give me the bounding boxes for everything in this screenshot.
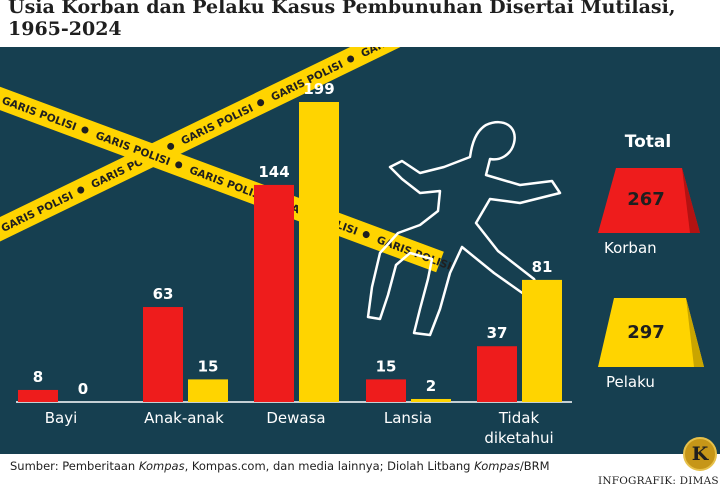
value-label-pelaku-1: 15 bbox=[198, 357, 219, 375]
kompas-logo: K bbox=[683, 437, 717, 471]
body-outline bbox=[366, 120, 562, 337]
value-label-pelaku-3: 2 bbox=[426, 377, 436, 395]
value-label-korban-3: 15 bbox=[376, 357, 397, 375]
bar-korban-1 bbox=[143, 307, 183, 402]
bar-pelaku-1 bbox=[188, 379, 228, 402]
source-kompas-2: Kompas bbox=[474, 459, 520, 473]
total-pelaku-value: 297 bbox=[627, 322, 665, 343]
bars: 8 0 63 15 144 199 15 2 37 81 bbox=[18, 80, 562, 402]
total-pelaku-label: Pelaku bbox=[606, 373, 655, 391]
category-label-2: Dewasa bbox=[266, 409, 325, 427]
value-label-pelaku-4: 81 bbox=[532, 258, 553, 276]
category-label-4: diketahui bbox=[484, 429, 553, 447]
chart-title: Usia Korban dan Pelaku Kasus Pembunuhan … bbox=[8, 0, 676, 40]
bar-korban-4 bbox=[477, 346, 517, 402]
category-label-1: Anak-anak bbox=[144, 409, 224, 427]
category-label-4: Tidak bbox=[498, 409, 540, 427]
source-note: Sumber: Pemberitaan Kompas, Kompas.com, … bbox=[10, 459, 550, 473]
total-pelaku-badge-fold bbox=[686, 298, 704, 367]
value-label-korban-4: 37 bbox=[487, 324, 508, 342]
value-label-korban-1: 63 bbox=[153, 285, 174, 303]
total-heading: Total bbox=[625, 132, 671, 152]
infographic-credit: INFOGRAFIK: DIMAS bbox=[598, 475, 719, 487]
bar-pelaku-2 bbox=[299, 102, 339, 402]
bar-korban-2 bbox=[254, 184, 294, 402]
total-pelaku-badge bbox=[598, 298, 704, 367]
value-label-korban-0: 8 bbox=[33, 368, 43, 386]
total-korban-label: Korban bbox=[604, 239, 657, 257]
source-suffix: /BRM bbox=[519, 459, 550, 473]
source-kompas-1: Kompas bbox=[138, 459, 185, 473]
tape-dot bbox=[362, 231, 370, 239]
total-korban-badge-fold bbox=[682, 168, 700, 233]
value-label-pelaku-2: 199 bbox=[303, 80, 334, 98]
tape-dot bbox=[81, 126, 89, 134]
value-label-korban-2: 144 bbox=[258, 163, 289, 181]
bar-pelaku-4 bbox=[522, 279, 562, 402]
tape-dot bbox=[347, 55, 355, 63]
category-labels: Bayi Anak-anak Dewasa Lansia Tidak diketahui bbox=[45, 409, 554, 447]
tape-dot bbox=[77, 186, 85, 194]
source-middle: , Kompas.com, dan media lainnya; Diolah … bbox=[184, 459, 475, 473]
category-label-3: Lansia bbox=[384, 409, 432, 427]
bar-korban-0 bbox=[18, 389, 58, 402]
total-korban-value: 267 bbox=[627, 189, 665, 210]
source-prefix: Sumber: Pemberitaan bbox=[10, 459, 139, 473]
category-label-0: Bayi bbox=[45, 409, 78, 427]
tape-dot bbox=[175, 161, 183, 169]
value-label-pelaku-0: 0 bbox=[78, 380, 88, 398]
total-section: Total 267 Korban 297 Pelaku bbox=[598, 132, 704, 391]
tape-dot bbox=[257, 99, 265, 107]
bar-pelaku-3 bbox=[411, 398, 451, 402]
bar-korban-3 bbox=[366, 379, 406, 402]
chart-panel bbox=[0, 47, 720, 454]
total-korban-badge bbox=[598, 168, 700, 233]
tape-dot bbox=[167, 142, 175, 150]
